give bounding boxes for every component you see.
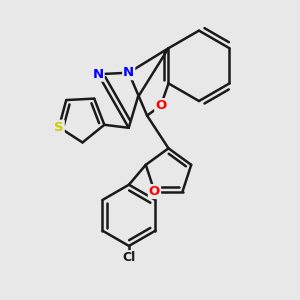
Text: O: O (149, 185, 160, 198)
Text: N: N (92, 68, 104, 81)
Text: N: N (123, 66, 134, 79)
Text: S: S (54, 121, 64, 134)
Text: O: O (155, 99, 166, 112)
Text: Cl: Cl (122, 251, 136, 264)
